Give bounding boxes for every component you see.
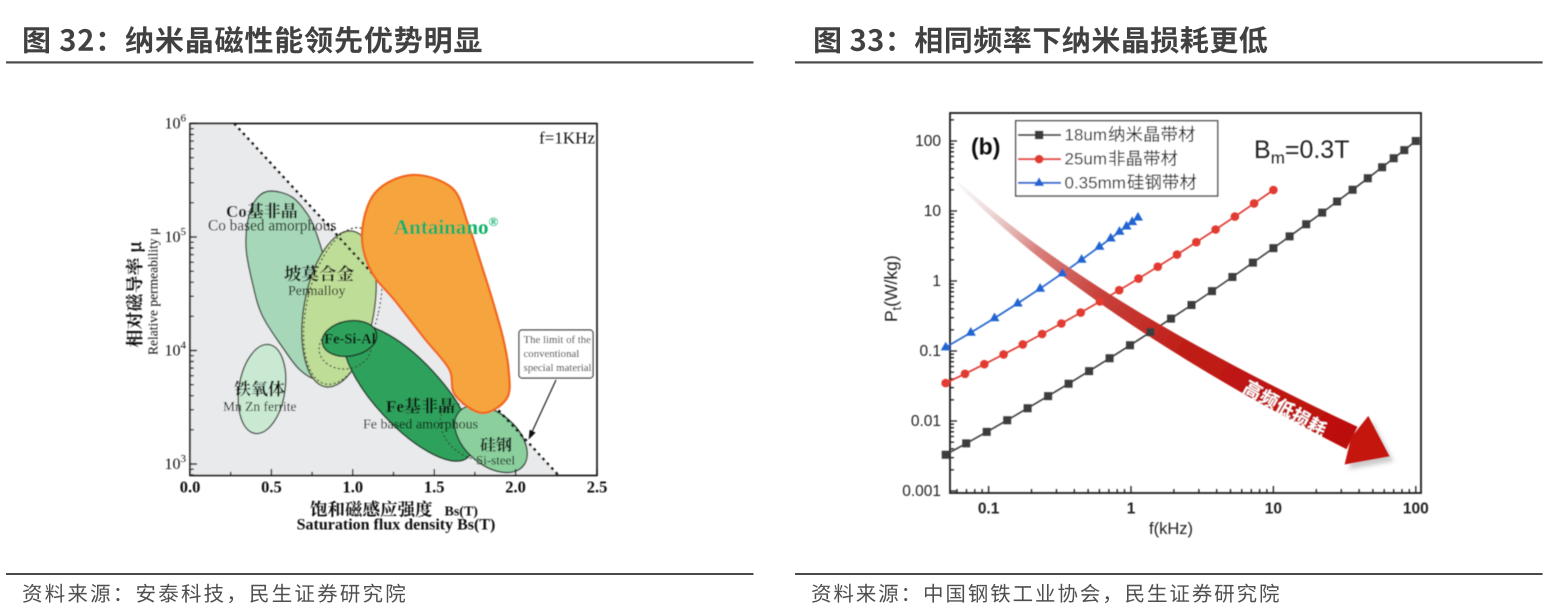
- svg-text:Si-steel: Si-steel: [476, 453, 515, 468]
- svg-text:0.001: 0.001: [902, 483, 941, 500]
- svg-text:10: 10: [924, 203, 942, 220]
- svg-text:25um: 25um: [1065, 150, 1108, 169]
- svg-text:The limit of the: The limit of the: [524, 334, 592, 346]
- svg-text:f=1KHz: f=1KHz: [539, 129, 595, 148]
- svg-text:2.5: 2.5: [587, 478, 608, 497]
- svg-text:1: 1: [932, 273, 941, 290]
- svg-text:f(kHz): f(kHz): [1149, 520, 1193, 538]
- svg-text:Co: Co: [226, 202, 247, 221]
- svg-text:0.5: 0.5: [261, 478, 282, 497]
- svg-text:0.01: 0.01: [911, 413, 941, 430]
- svg-text:Bm=0.3T: Bm=0.3T: [1254, 136, 1349, 168]
- svg-text:special material: special material: [524, 362, 592, 374]
- svg-text:1: 1: [1127, 501, 1136, 518]
- svg-text:0.1: 0.1: [919, 343, 941, 360]
- svg-text:0.0: 0.0: [180, 478, 201, 497]
- svg-text:Co based amorphous: Co based amorphous: [208, 218, 336, 235]
- svg-text:1.0: 1.0: [342, 478, 363, 497]
- svg-text:18um: 18um: [1065, 126, 1108, 145]
- svg-text:10: 10: [1265, 501, 1282, 518]
- svg-text:Pt(W/kg): Pt(W/kg): [881, 255, 904, 322]
- svg-text:0.35mm: 0.35mm: [1065, 173, 1126, 192]
- svg-text:100: 100: [1403, 501, 1429, 518]
- svg-text:Permalloy: Permalloy: [288, 284, 346, 299]
- svg-text:100: 100: [915, 133, 941, 150]
- svg-text:105: 105: [165, 226, 187, 246]
- svg-text:Mn Zn ferrite: Mn Zn ferrite: [223, 399, 296, 414]
- svg-text:Fe based amorphous: Fe based amorphous: [363, 418, 478, 433]
- svg-text:Fe: Fe: [386, 397, 404, 416]
- svg-text:1.5: 1.5: [424, 478, 445, 497]
- svg-text:Saturation flux density Bs(T): Saturation flux density Bs(T): [297, 517, 496, 534]
- svg-text:104: 104: [165, 340, 187, 360]
- svg-text:Antainano®: Antainano®: [394, 214, 499, 239]
- svg-text:Relative permeability μ: Relative permeability μ: [146, 228, 161, 355]
- svg-text:106: 106: [165, 113, 187, 133]
- svg-text:103: 103: [165, 453, 187, 473]
- svg-text:conventional: conventional: [524, 348, 580, 360]
- svg-text:(b): (b): [971, 134, 1000, 160]
- svg-text:0.1: 0.1: [978, 501, 1000, 518]
- svg-text:2.0: 2.0: [505, 478, 526, 497]
- svg-text:Bs(T): Bs(T): [445, 505, 479, 520]
- svg-text:Fe-Si-Al: Fe-Si-Al: [324, 332, 376, 348]
